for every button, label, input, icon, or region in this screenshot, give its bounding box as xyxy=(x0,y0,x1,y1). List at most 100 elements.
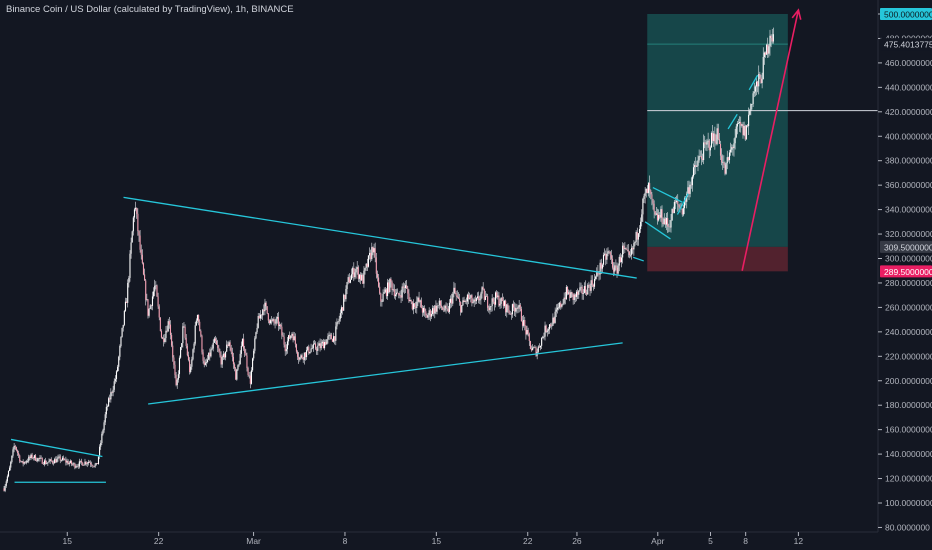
candle-body xyxy=(661,209,663,223)
x-tick-label: 26 xyxy=(572,536,582,546)
candle-body xyxy=(303,352,305,360)
candle-body xyxy=(292,333,294,341)
candle-body xyxy=(176,379,178,386)
candle-body xyxy=(730,149,732,153)
trendline[interactable] xyxy=(676,193,689,215)
candle-body xyxy=(6,476,8,482)
candle-body xyxy=(228,342,230,346)
candle-body xyxy=(677,200,679,205)
candle-body xyxy=(94,464,96,467)
candle-body xyxy=(408,293,410,302)
candle-body xyxy=(243,338,245,349)
candle-body xyxy=(75,466,77,468)
candle-body xyxy=(733,143,735,149)
candle-body xyxy=(182,326,184,344)
candle-body xyxy=(744,125,746,140)
candle-body xyxy=(391,281,393,291)
candle-body xyxy=(726,157,728,164)
candle-body xyxy=(602,254,605,265)
candle-body xyxy=(141,254,143,264)
trendline[interactable] xyxy=(652,187,683,203)
candle-body xyxy=(686,193,688,202)
candle-body xyxy=(651,194,653,200)
candle-body xyxy=(745,125,747,140)
trendline[interactable] xyxy=(148,342,623,405)
trendline[interactable] xyxy=(748,74,759,91)
candle-body xyxy=(652,199,654,204)
candle-body xyxy=(129,253,131,278)
candle-body xyxy=(42,463,44,465)
candle-body xyxy=(283,336,285,345)
candle-body xyxy=(226,344,228,352)
candle-body xyxy=(769,35,771,47)
candle-body xyxy=(279,324,281,326)
stop-zone[interactable] xyxy=(647,246,788,272)
candle-body xyxy=(244,348,246,353)
candle-body xyxy=(545,325,547,333)
candle-body xyxy=(102,430,104,434)
candle-body xyxy=(178,357,181,375)
candle-body xyxy=(34,455,37,461)
candle-body xyxy=(177,374,179,380)
candle-body xyxy=(718,139,720,144)
candle-body xyxy=(88,461,91,463)
candle-body xyxy=(55,459,57,463)
trendline[interactable] xyxy=(644,221,671,240)
candle-body xyxy=(66,461,68,463)
candle-body xyxy=(553,317,555,323)
candle-body xyxy=(541,337,543,346)
candle-body xyxy=(234,364,236,369)
candle-body xyxy=(76,465,78,467)
candle-body xyxy=(364,268,366,271)
candle-body xyxy=(195,320,197,326)
candle-body xyxy=(348,277,350,283)
candle-body xyxy=(185,337,187,346)
candle-body xyxy=(382,293,384,302)
candle-body xyxy=(212,342,214,349)
candle-body xyxy=(54,459,56,464)
candle-body xyxy=(284,344,286,352)
candle-body xyxy=(78,461,80,467)
candle-body xyxy=(221,357,223,365)
trendline[interactable] xyxy=(632,256,644,262)
candle-body xyxy=(157,296,159,307)
candle-body xyxy=(336,322,338,327)
candle-body xyxy=(484,296,486,300)
candle-body xyxy=(232,356,235,365)
candle-body xyxy=(708,140,710,151)
trendline[interactable] xyxy=(10,438,103,458)
candle-body xyxy=(240,345,242,354)
candle-body xyxy=(7,470,10,477)
candle-body xyxy=(517,307,519,309)
candle-body xyxy=(579,287,581,291)
trendline[interactable] xyxy=(123,196,637,279)
candle-body xyxy=(705,143,707,145)
candle-body xyxy=(691,176,693,186)
candle-body xyxy=(135,207,137,210)
candle-body xyxy=(216,340,218,345)
candle-body xyxy=(528,333,530,341)
candle-body xyxy=(210,349,212,357)
candle-body xyxy=(620,257,623,263)
candle-body xyxy=(474,299,476,302)
y-tick-label: 340.0000000 xyxy=(885,205,932,215)
candle-body xyxy=(367,255,369,267)
candle-body xyxy=(198,314,200,322)
candle-body xyxy=(665,217,668,225)
candle-body xyxy=(388,282,390,293)
candle-body xyxy=(435,305,437,312)
trendline[interactable] xyxy=(727,113,738,130)
candle-body xyxy=(322,341,324,349)
arrow-head xyxy=(791,8,802,20)
candle-body xyxy=(238,364,240,366)
candle-body xyxy=(483,289,485,300)
candle-body xyxy=(187,355,190,360)
candle-body xyxy=(628,251,630,256)
candle-body xyxy=(217,344,219,348)
candle-body xyxy=(580,286,582,288)
candle-body xyxy=(12,449,14,456)
candle-body xyxy=(118,356,120,367)
candle-body xyxy=(108,398,110,407)
projection-arrow[interactable] xyxy=(741,9,800,271)
